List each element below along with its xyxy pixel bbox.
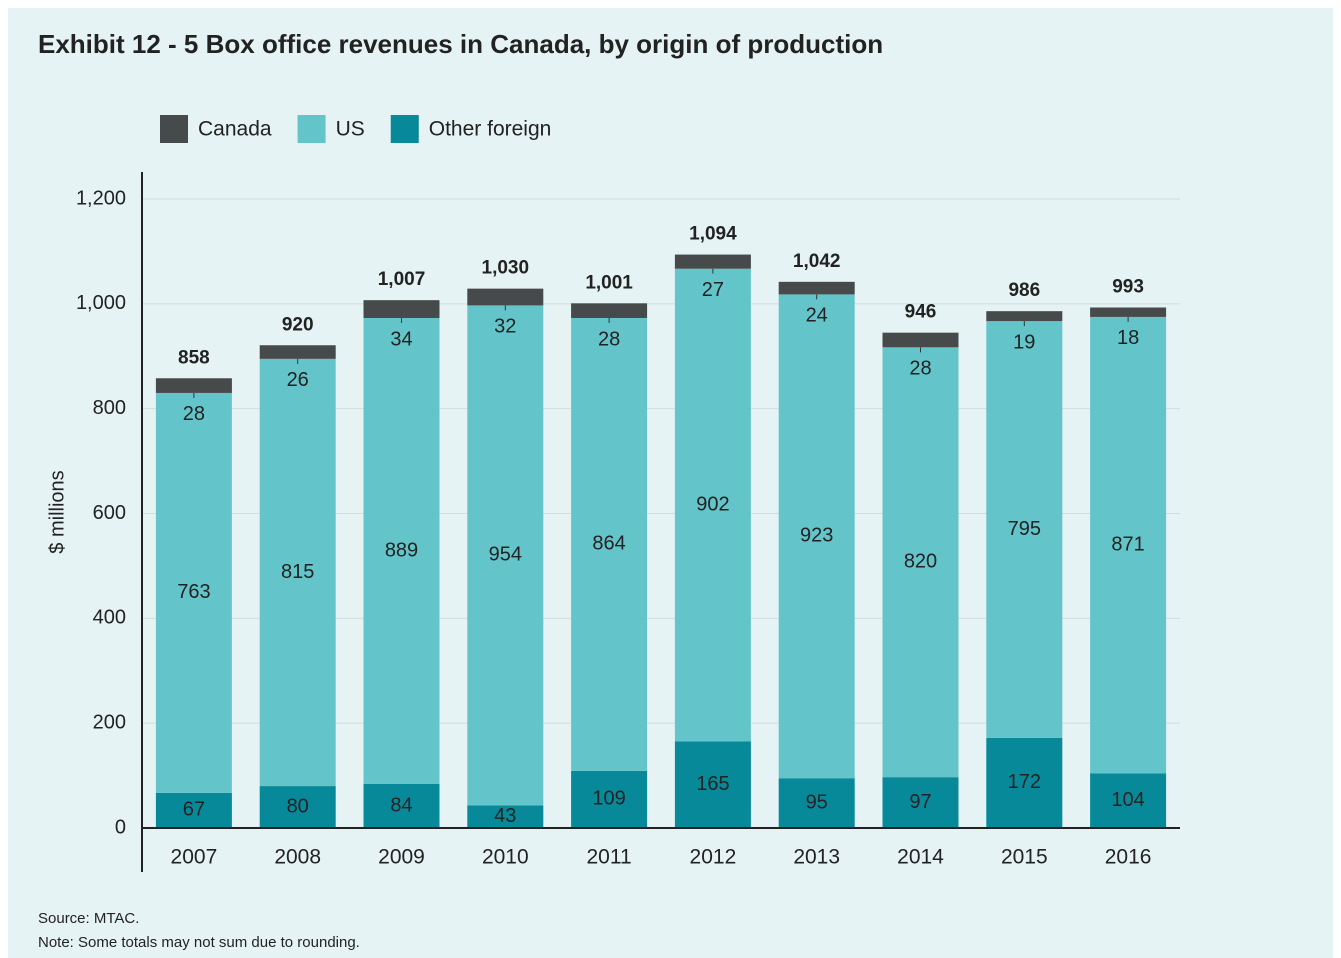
bar-segment	[155, 792, 232, 828]
value-label: 19	[1013, 331, 1035, 353]
value-label: 871	[1111, 533, 1144, 555]
value-label: 923	[800, 525, 833, 547]
y-tick-label: 1,000	[76, 292, 126, 314]
value-label: 795	[1008, 518, 1041, 540]
total-label: 1,030	[482, 258, 530, 279]
total-label: 1,001	[585, 272, 633, 293]
total-label: 946	[905, 302, 937, 323]
x-tick-label: 2011	[587, 846, 632, 869]
total-label: 993	[1112, 277, 1144, 298]
value-label: 84	[390, 794, 412, 816]
x-tick-label: 2015	[1001, 846, 1048, 869]
total-label: 1,094	[689, 224, 737, 245]
bar-segment	[1090, 307, 1167, 317]
bar-segment	[674, 254, 751, 269]
x-tick-label: 2014	[897, 846, 944, 869]
bar-segment	[363, 300, 440, 318]
value-label: 67	[183, 799, 205, 821]
value-label: 28	[183, 403, 205, 425]
bar-segment	[778, 294, 855, 779]
bar-segment	[986, 311, 1063, 322]
legend-label: Canada	[198, 118, 272, 141]
bar-segment	[155, 378, 232, 393]
legend-label: US	[336, 118, 365, 141]
y-tick-label: 1,200	[76, 187, 126, 209]
bar-segment	[882, 777, 959, 828]
y-tick-label: 800	[93, 397, 126, 419]
bar-segment	[778, 281, 855, 295]
total-label: 1,042	[793, 251, 841, 272]
x-tick-label: 2013	[793, 846, 840, 869]
total-label: 920	[282, 314, 314, 335]
value-label: 32	[494, 316, 516, 338]
y-tick-label: 200	[93, 711, 126, 733]
value-label: 26	[287, 369, 309, 391]
legend-label: Other foreign	[429, 118, 552, 141]
value-label: 28	[909, 358, 931, 380]
bar-segment	[571, 317, 648, 771]
value-label: 820	[904, 551, 937, 573]
bar-segment	[882, 332, 959, 348]
bar-segment	[674, 741, 751, 828]
x-tick-label: 2016	[1105, 846, 1152, 869]
value-label: 27	[702, 279, 724, 301]
bar-segment	[467, 305, 544, 806]
value-label: 97	[909, 791, 931, 813]
value-label: 43	[494, 805, 516, 827]
total-label: 1,007	[378, 269, 426, 290]
source: Source: MTAC.	[38, 910, 139, 927]
bar-segment	[674, 268, 751, 742]
y-axis-label: $ millions	[46, 470, 68, 553]
bar-segment	[155, 392, 232, 793]
bar-segment	[778, 778, 855, 828]
value-label: 28	[598, 328, 620, 350]
bar-segment	[571, 303, 648, 318]
x-tick-label: 2009	[378, 846, 425, 869]
chart-title: Exhibit 12 - 5 Box office revenues in Ca…	[38, 29, 883, 59]
bar-segment	[259, 358, 336, 787]
value-label: 902	[696, 493, 729, 515]
legend-swatch	[160, 115, 188, 143]
value-label: 172	[1008, 771, 1041, 793]
y-tick-label: 400	[93, 607, 126, 629]
x-tick-label: 2010	[482, 846, 529, 869]
legend-swatch	[297, 115, 326, 143]
bar-segment	[467, 805, 544, 828]
value-label: 815	[281, 561, 314, 583]
y-tick-label: 0	[115, 816, 126, 838]
value-label: 109	[592, 788, 625, 810]
bar-segment	[259, 786, 336, 828]
value-label: 763	[177, 581, 210, 603]
bar-segment	[571, 770, 648, 828]
total-label: 986	[1008, 280, 1040, 301]
note: Note: Some totals may not sum due to rou…	[38, 934, 360, 951]
value-label: 954	[489, 544, 522, 566]
bar-segment	[259, 345, 336, 359]
bar-segment	[363, 317, 440, 784]
value-label: 80	[287, 795, 309, 817]
value-label: 18	[1117, 327, 1139, 349]
x-tick-label: 2012	[690, 846, 737, 869]
x-tick-label: 2008	[274, 846, 321, 869]
bar-segment	[986, 737, 1063, 828]
total-label: 858	[178, 347, 210, 368]
value-label: 34	[390, 328, 412, 350]
value-label: 24	[806, 305, 828, 327]
value-label: 104	[1111, 789, 1144, 811]
x-tick-label: 2007	[171, 846, 218, 869]
bar-segment	[1090, 773, 1167, 828]
y-tick-label: 600	[93, 502, 126, 524]
bar-segment	[467, 288, 544, 306]
value-label: 864	[592, 533, 625, 555]
bar-segment	[1090, 316, 1167, 774]
bar-segment	[363, 783, 440, 828]
value-label: 889	[385, 539, 418, 561]
bar-segment	[882, 347, 959, 778]
bar-segment	[986, 321, 1063, 738]
value-label: 165	[696, 773, 729, 795]
value-label: 95	[806, 791, 828, 813]
legend-swatch	[390, 115, 419, 143]
